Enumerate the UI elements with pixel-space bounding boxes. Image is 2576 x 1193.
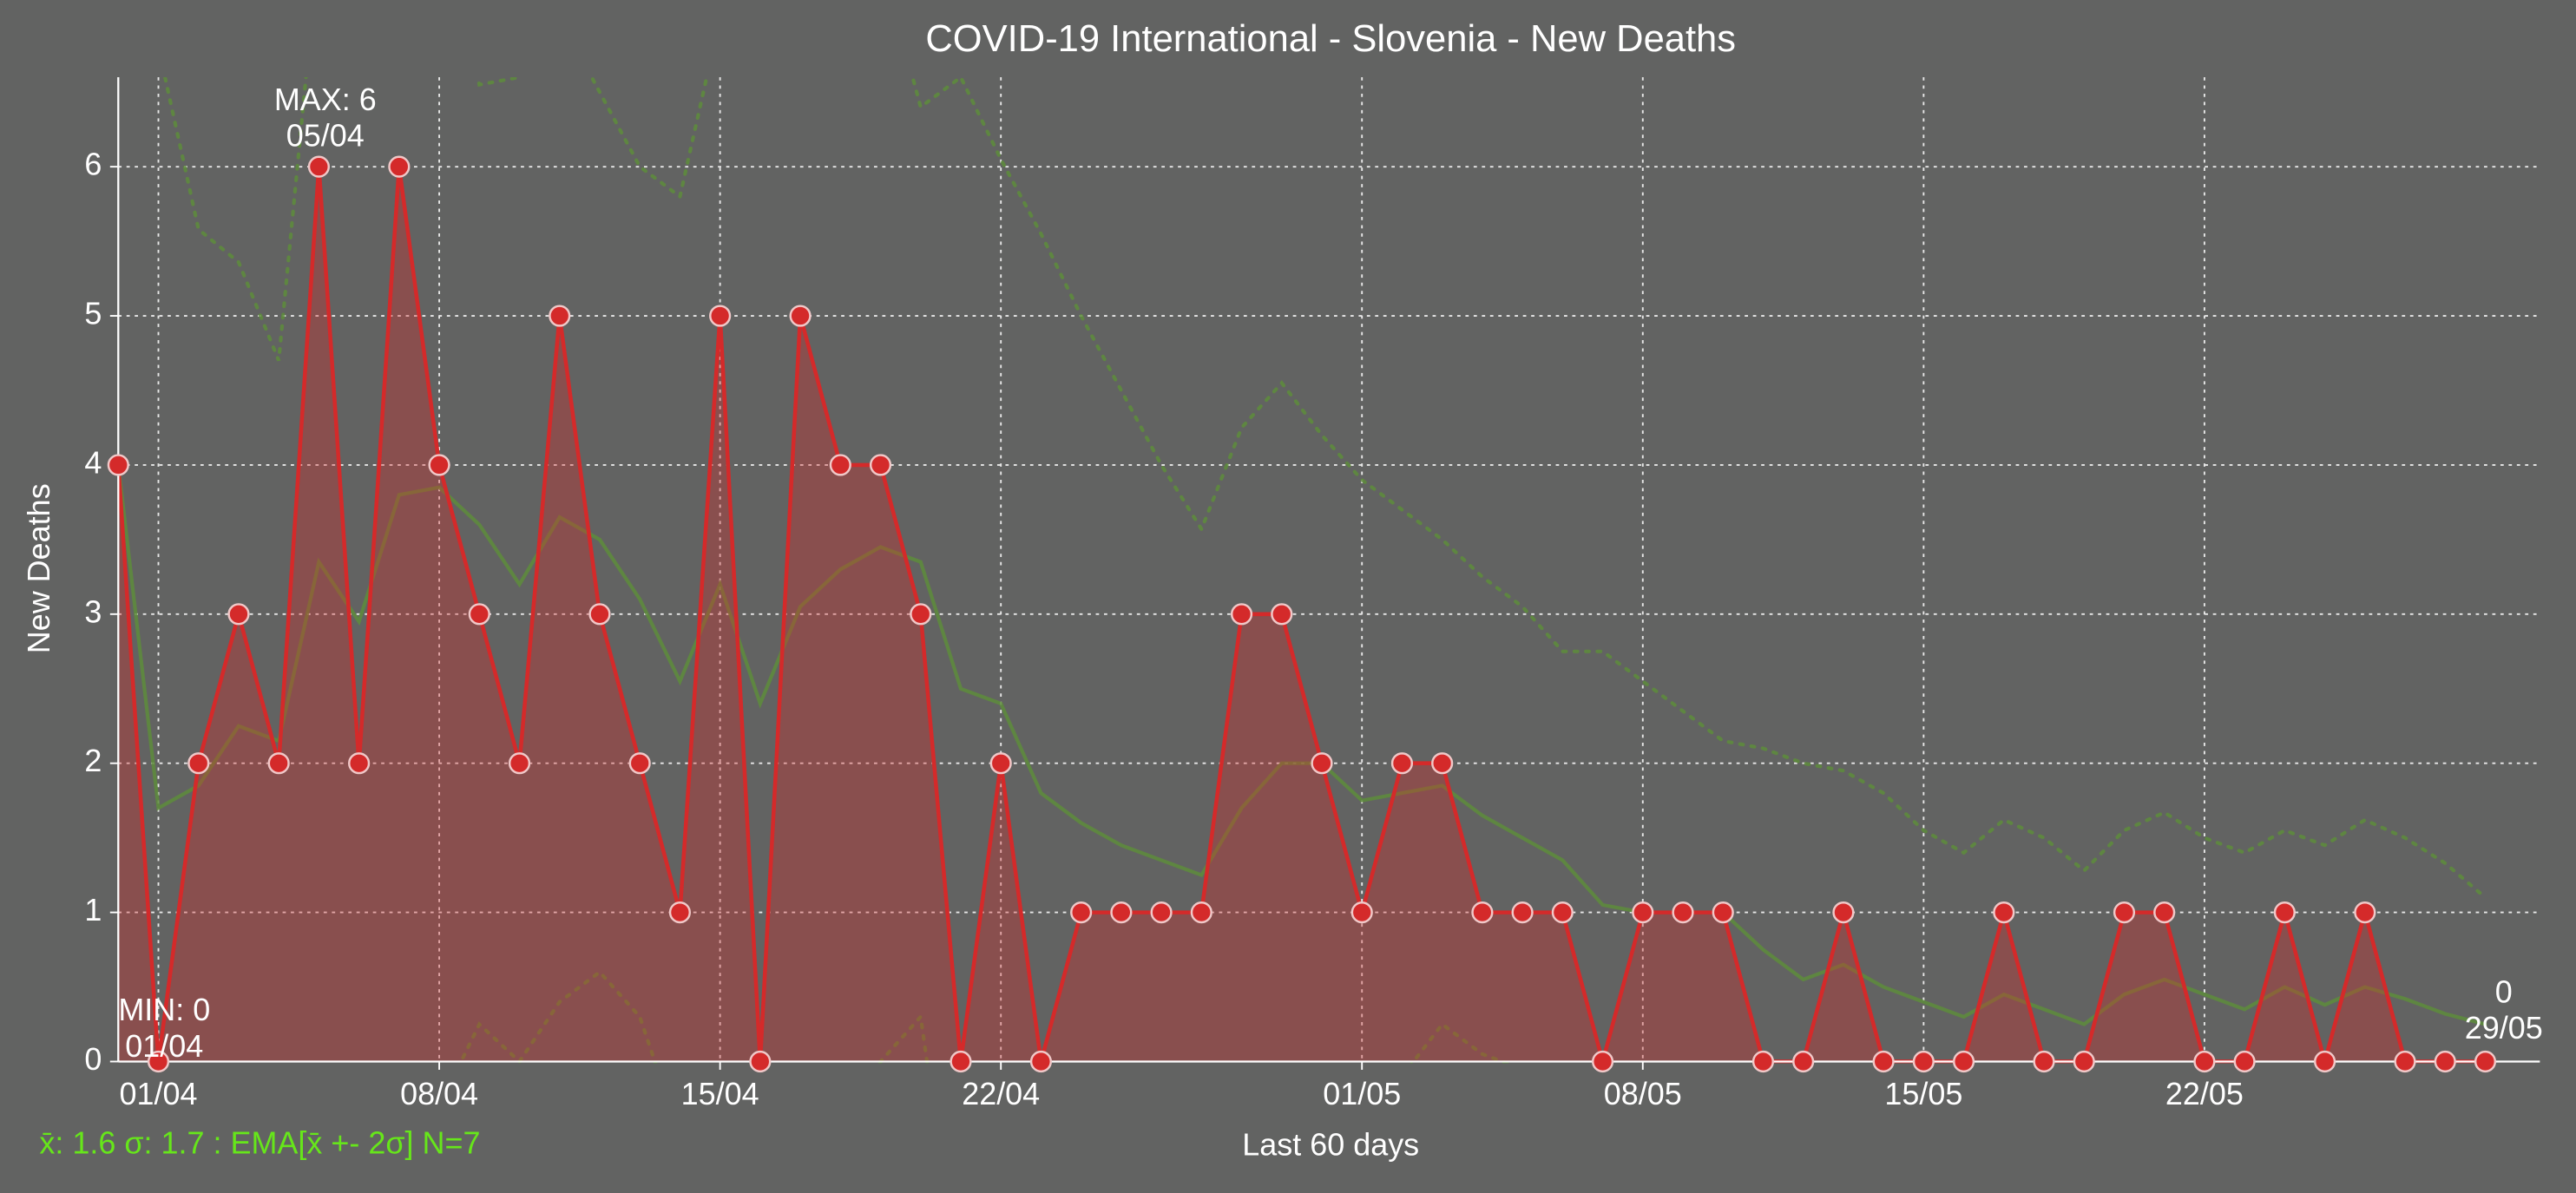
point bbox=[910, 603, 932, 626]
point bbox=[1150, 901, 1173, 924]
point bbox=[2313, 1050, 2336, 1073]
point bbox=[2033, 1050, 2055, 1073]
point bbox=[508, 752, 531, 775]
annotation: 0 bbox=[2495, 973, 2513, 1009]
y-tick-label: 3 bbox=[84, 593, 102, 629]
x-tick-label: 15/05 bbox=[1884, 1076, 1962, 1111]
point bbox=[1431, 752, 1454, 775]
point bbox=[709, 305, 732, 327]
annotation: MIN: 0 bbox=[118, 992, 210, 1027]
point bbox=[668, 901, 692, 924]
point bbox=[1591, 1050, 1614, 1073]
x-tick-label: 22/05 bbox=[2165, 1076, 2244, 1111]
point bbox=[1551, 901, 1574, 924]
point bbox=[628, 752, 651, 775]
point bbox=[2233, 1050, 2256, 1073]
band-line bbox=[458, 969, 1513, 1064]
point bbox=[1632, 901, 1654, 924]
point bbox=[468, 603, 490, 626]
point bbox=[1792, 1050, 1815, 1073]
point bbox=[307, 155, 330, 178]
y-tick-label: 1 bbox=[84, 892, 102, 928]
x-tick-label: 15/04 bbox=[681, 1076, 759, 1111]
point bbox=[1311, 752, 1333, 775]
point bbox=[1029, 1050, 1053, 1073]
point bbox=[348, 752, 371, 775]
point bbox=[950, 1050, 972, 1073]
annotation: 05/04 bbox=[286, 118, 365, 154]
x-tick-label: 22/04 bbox=[962, 1076, 1040, 1111]
point bbox=[829, 454, 851, 476]
y-tick-label: 2 bbox=[84, 743, 102, 778]
labels: 0 1 2 3 4 5 6 01/04 08/04 15/04 22/04 01/05 08/05 15/… bbox=[84, 82, 2542, 1111]
point bbox=[2273, 901, 2296, 924]
plot-area bbox=[118, 77, 2487, 1064]
point bbox=[187, 752, 210, 775]
ema-line bbox=[118, 462, 2487, 1026]
point bbox=[147, 1050, 170, 1073]
point bbox=[1872, 1050, 1895, 1073]
point bbox=[588, 603, 611, 626]
point bbox=[227, 603, 250, 626]
point bbox=[388, 155, 411, 178]
point bbox=[1190, 901, 1212, 924]
footer-stats: x̄: 1.6 σ: 1.7 : EMA[x̄ +- 2σ] N=7 bbox=[39, 1125, 480, 1161]
point bbox=[267, 752, 290, 775]
point bbox=[1832, 901, 1855, 924]
x-tick-label: 01/04 bbox=[120, 1076, 198, 1111]
chart-title: COVID-19 International - Slovenia - New … bbox=[925, 18, 1736, 60]
x-axis-label: Last 60 days bbox=[1242, 1126, 1419, 1162]
point bbox=[1110, 901, 1133, 924]
x-tick-label: 01/05 bbox=[1323, 1076, 1401, 1111]
point bbox=[2474, 1050, 2497, 1073]
point bbox=[1070, 901, 1093, 924]
y-axis-label: New Deaths bbox=[21, 483, 56, 653]
y-tick-label: 0 bbox=[84, 1041, 102, 1077]
annotation: MAX: 6 bbox=[274, 82, 377, 117]
point bbox=[1712, 901, 1734, 924]
point bbox=[2073, 1050, 2095, 1073]
point bbox=[107, 454, 129, 476]
point bbox=[1912, 1050, 1935, 1073]
annotation: 29/05 bbox=[2465, 1010, 2543, 1046]
band-line bbox=[162, 77, 2487, 900]
y-tick-label: 5 bbox=[84, 296, 102, 331]
annotation: 01/04 bbox=[125, 1028, 203, 1064]
point bbox=[2354, 901, 2376, 924]
point bbox=[2193, 1050, 2216, 1073]
point bbox=[1952, 1050, 1975, 1073]
point bbox=[2153, 901, 2176, 924]
point bbox=[1993, 901, 2015, 924]
y-tick-label: 4 bbox=[84, 444, 102, 480]
point bbox=[1390, 752, 1414, 775]
series-line bbox=[118, 166, 2487, 1064]
point bbox=[1751, 1050, 1775, 1073]
grid bbox=[109, 77, 2540, 1070]
point bbox=[1511, 901, 1534, 924]
point bbox=[789, 305, 812, 327]
x-tick-label: 08/04 bbox=[400, 1076, 478, 1111]
point bbox=[428, 454, 450, 476]
point bbox=[989, 752, 1012, 775]
point bbox=[1350, 901, 1373, 924]
point bbox=[2434, 1050, 2456, 1073]
x-tick-label: 08/05 bbox=[1604, 1076, 1682, 1111]
point bbox=[1471, 901, 1494, 924]
point bbox=[749, 1050, 772, 1073]
point bbox=[549, 305, 571, 327]
area bbox=[118, 167, 2486, 1062]
point bbox=[2394, 1050, 2416, 1073]
point bbox=[2113, 901, 2136, 924]
point bbox=[869, 454, 892, 476]
point bbox=[1672, 901, 1694, 924]
point bbox=[1271, 603, 1293, 626]
y-tick-label: 6 bbox=[84, 147, 102, 182]
point bbox=[1230, 603, 1253, 626]
